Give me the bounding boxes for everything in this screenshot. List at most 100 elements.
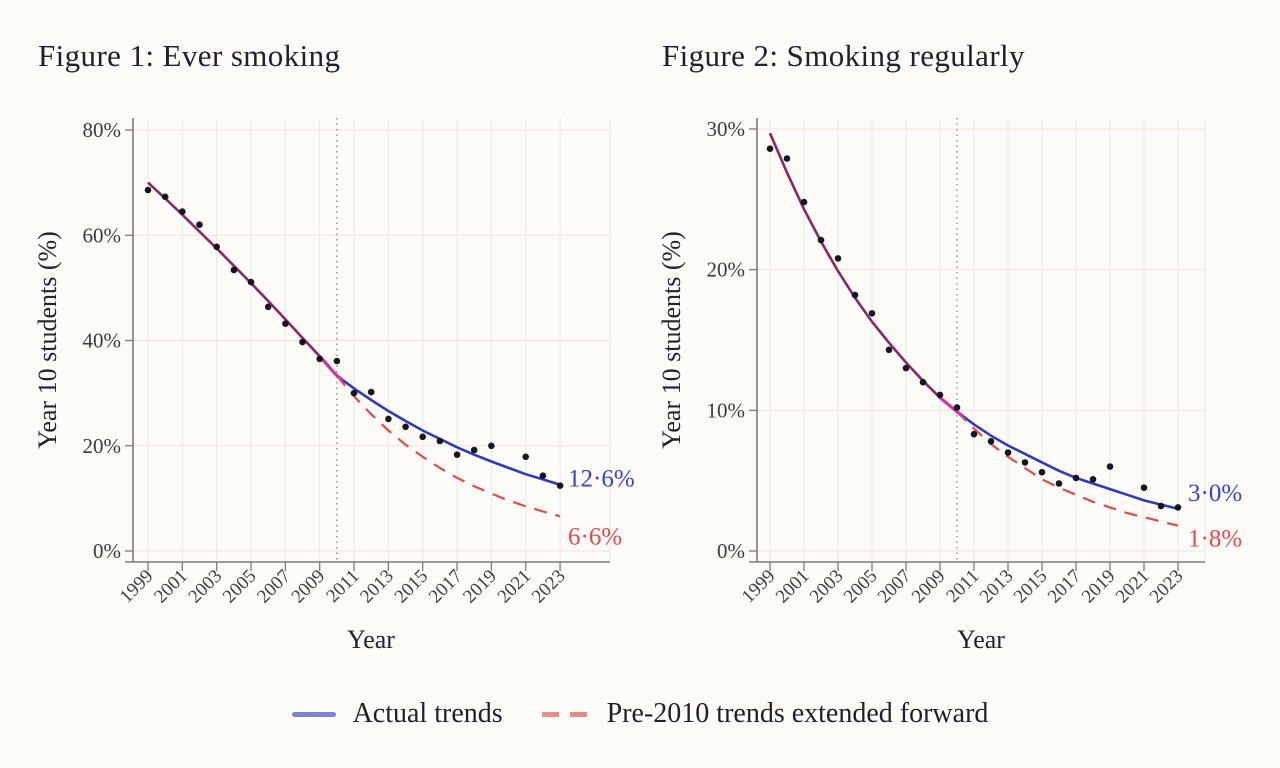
pre-2010-fit-line	[769, 132, 958, 413]
data-point	[282, 320, 289, 327]
data-point	[144, 186, 152, 194]
x-tick-label: 2003	[184, 566, 226, 608]
x-tick-label: 2009	[908, 566, 950, 608]
ever-smoking-plot: 0%20%40%60%80%19992001200320052007200920…	[33, 118, 635, 654]
figure-1-title: Figure 1: Ever smoking	[38, 38, 341, 73]
x-tick-label: 2015	[1010, 566, 1052, 608]
x-tick-label: 2005	[840, 566, 882, 608]
data-point	[834, 255, 842, 262]
y-tick-label: 10%	[707, 398, 746, 422]
legend-label-actual-trends: Actual trends	[352, 698, 503, 729]
y-tick-label: 80%	[83, 118, 122, 142]
gridlines	[133, 118, 611, 562]
data-point	[817, 236, 825, 244]
x-tick-label: 2013	[976, 566, 1018, 608]
x-tick-label: 2011	[322, 566, 363, 607]
data-point	[783, 155, 791, 162]
x-tick-label: 2013	[356, 566, 398, 608]
data-points	[144, 186, 564, 490]
figure-ever-smoking: Figure 1: Ever smoking 0% 20% 40% 60% 80% 199…	[18, 38, 640, 688]
x-tick-label: 2005	[219, 566, 261, 608]
data-point	[299, 338, 306, 346]
figure-1-y-axis-title: Year 10 students (%)	[33, 231, 62, 449]
x-tick-label: 2001	[772, 566, 814, 608]
data-point	[1021, 459, 1029, 466]
x-tick-label: 2001	[150, 566, 192, 608]
legend-solid-line-swatch	[291, 711, 336, 717]
data-points	[766, 145, 1182, 511]
figure-2-title: Figure 2: Smoking regularly	[662, 38, 1025, 73]
axes: 0%10%20%30%19992001200320052007200920112…	[707, 117, 1205, 608]
actual-trend-end-value-label: 12·6%	[568, 466, 635, 493]
data-point	[179, 208, 186, 215]
y-tick-label: 40%	[83, 329, 122, 353]
trend-junction-highlight	[938, 396, 964, 418]
data-point	[436, 437, 444, 445]
x-tick-label: 2009	[288, 566, 330, 608]
legend-label-pre-2010-trends: Pre-2010 trends extended forward	[606, 698, 989, 729]
data-point	[1055, 480, 1063, 487]
data-point	[453, 451, 461, 459]
data-point	[316, 355, 324, 363]
data-point	[919, 378, 927, 386]
figure-smoking-regularly: Figure 2: Smoking regularly 0% 10% 20% 30% 1…	[642, 38, 1264, 688]
data-point	[522, 453, 529, 461]
extended-trend-end-value-label: 6·6%	[568, 523, 622, 550]
data-point	[333, 357, 341, 365]
y-tick-label: 0%	[717, 539, 745, 563]
x-tick-label: 2011	[942, 566, 983, 607]
actual-trend-end-value-label: 3·0%	[1188, 480, 1242, 507]
y-tick-label: 20%	[83, 434, 122, 458]
data-point	[766, 145, 774, 152]
y-tick-label: 20%	[707, 258, 746, 282]
data-point	[868, 310, 876, 317]
x-tick-label: 2003	[806, 566, 848, 608]
data-point	[953, 404, 961, 411]
pre-2010-fit-line	[147, 181, 338, 377]
x-tick-label: 2017	[425, 566, 467, 608]
data-point	[1157, 502, 1165, 510]
data-point	[470, 446, 478, 454]
figure-1-x-axis-title: Year	[347, 625, 395, 654]
data-point	[350, 389, 358, 397]
x-tick-label: 2023	[1146, 566, 1188, 608]
data-point	[367, 388, 375, 396]
x-tick-label: 2017	[1044, 566, 1086, 608]
data-point	[247, 278, 255, 286]
smoking-regularly-plot: 0%10%20%30%19992001200320052007200920112…	[657, 117, 1242, 654]
data-point	[556, 482, 564, 490]
data-point	[196, 221, 203, 228]
data-point	[1072, 474, 1080, 482]
data-point	[419, 433, 427, 441]
data-point	[800, 198, 808, 206]
axes: 0%20%40%60%80%19992001200320052007200920…	[83, 118, 610, 608]
chart-legend: Actual trends Pre-2010 trends extended f…	[0, 698, 1280, 730]
data-point	[1038, 468, 1046, 476]
x-tick-label: 2019	[1078, 566, 1120, 608]
gridlines	[757, 118, 1206, 562]
y-tick-label: 30%	[707, 117, 746, 141]
data-point	[987, 438, 995, 445]
ever-smoking-plot-layer: 0%20%40%60%80%19992001200320052007200920…	[83, 118, 635, 607]
data-point	[851, 291, 859, 299]
data-point	[885, 346, 893, 354]
data-point	[539, 472, 547, 480]
figure-2-y-axis-title: Year 10 students (%)	[657, 231, 686, 449]
data-point	[902, 364, 910, 372]
x-tick-label: 2019	[459, 566, 501, 608]
data-point	[264, 303, 272, 311]
x-tick-label: 1999	[116, 566, 158, 608]
pre-2010-extended-trend-line	[336, 375, 561, 518]
data-point	[1106, 463, 1114, 470]
x-tick-label: 2021	[1112, 566, 1154, 608]
x-tick-label: 1999	[738, 566, 780, 608]
data-point	[385, 415, 392, 423]
data-point	[1089, 476, 1097, 483]
data-point	[1174, 504, 1182, 511]
trend-junction-highlight	[318, 355, 344, 382]
data-point	[402, 423, 409, 431]
y-tick-label: 60%	[83, 223, 122, 247]
y-tick-label: 0%	[93, 539, 121, 563]
figure-2-x-axis-title: Year	[957, 625, 1005, 654]
x-tick-label: 2007	[253, 566, 295, 608]
